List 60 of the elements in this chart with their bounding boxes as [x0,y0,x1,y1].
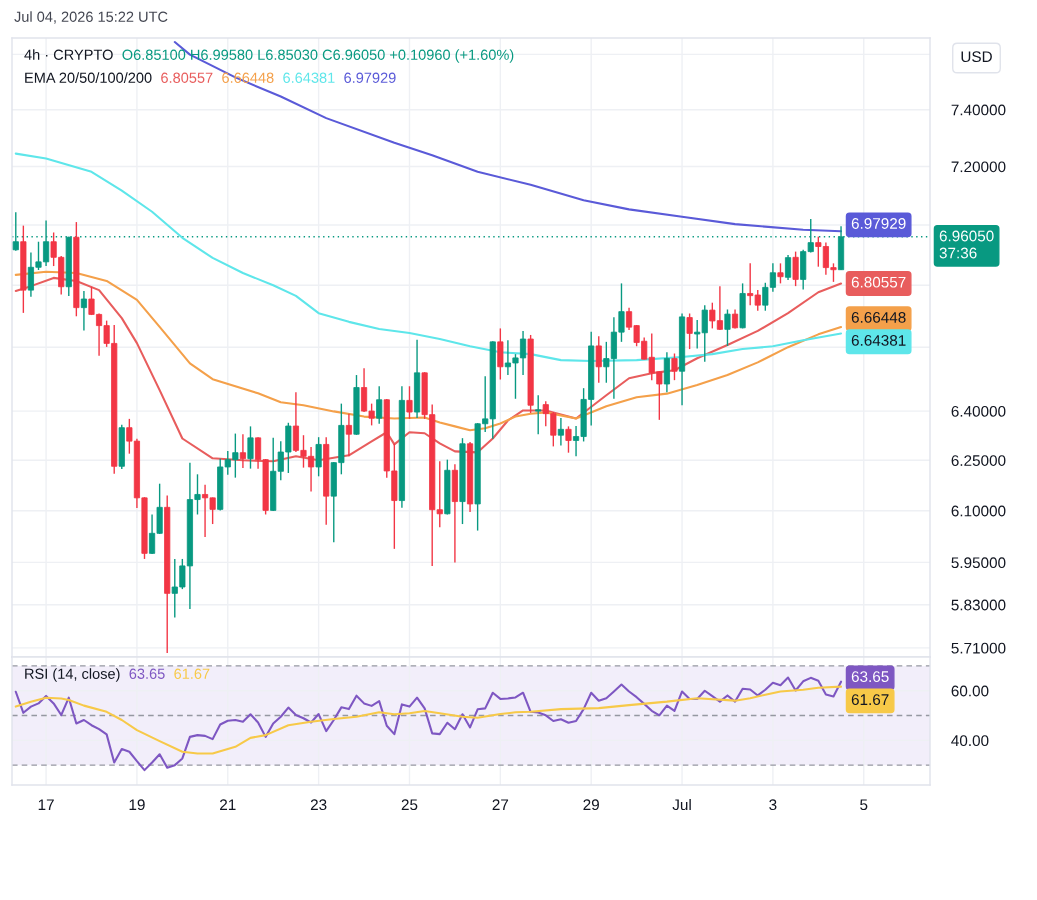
x-tick-label: Jul [672,798,691,811]
candlestick [565,425,572,454]
x-tick-label: 27 [492,799,509,810]
data-label: 61.67 [851,694,889,706]
y-tick-label: 6.40000 [951,405,1006,417]
data-label: 6.80557 [851,276,906,288]
y-axis-title: USD [961,51,992,63]
x-tick-label: 23 [310,799,327,811]
y-tick-label: 7.20000 [951,161,1006,173]
candlestick [724,308,731,347]
data-label: 6.97929 [851,218,906,229]
candlestick [345,412,352,458]
x-tick-label: 21 [220,799,236,810]
candlestick [80,290,87,332]
text: 61.67 [174,668,210,679]
line-series [14,276,843,463]
y-tick-label: 5.71000 [951,642,1006,654]
text: 6.97929 [344,72,396,83]
candlestick [315,436,322,478]
line-series [14,270,843,432]
x-tick-label: 5 [860,799,868,811]
candlestick [247,425,254,470]
x-tick-label: 3 [769,799,777,811]
text: O6.85100 H6.99580 L6.85030 C6.96050 +0.10960 (+1.60%) [122,49,514,63]
candlestick [792,250,799,287]
y-tick-label: 60.00 [951,685,989,697]
data-label: 6.64381 [851,335,906,346]
candlestick [777,262,784,285]
annotation: EMA 20/50/100/200 [25,72,152,83]
data-label: 6.66448 [851,312,906,323]
line-series [14,685,843,755]
x-tick-label: 19 [129,799,145,811]
candlestick [557,417,564,447]
text: 6.64381 [283,72,335,83]
y-tick-label: 40.00 [951,735,989,747]
y-tick-label: 6.25000 [951,455,1006,466]
y-tick-label: 7.40000 [951,104,1006,116]
candlestick [595,335,602,384]
text: Jul 04, 2026 15:22 UTC [14,11,168,24]
candlestick [784,254,792,281]
x-tick-label: 17 [38,799,54,810]
candlestick [239,433,246,469]
candlestick [671,352,678,381]
candlestick [535,394,542,435]
x-tick-label: 29 [583,799,599,811]
text: 4h · CRYPTO [24,49,113,60]
line-series [14,152,843,363]
y-tick-label: 5.83000 [951,599,1006,611]
text: 6.80557 [161,72,213,83]
x-tick-label: 25 [401,799,418,811]
candlestick [376,385,383,425]
candlestick [406,385,413,420]
y-tick-label: 5.95000 [951,557,1006,569]
text: 37:36 [939,247,977,259]
ref-line-label: 6.96050 [939,230,994,242]
candlestick [686,312,693,350]
text: 63.65 [129,668,165,679]
y-tick-label: 6.10000 [951,505,1006,517]
data-label: 63.65 [851,671,889,683]
text: RSI (14, close) [25,668,120,682]
